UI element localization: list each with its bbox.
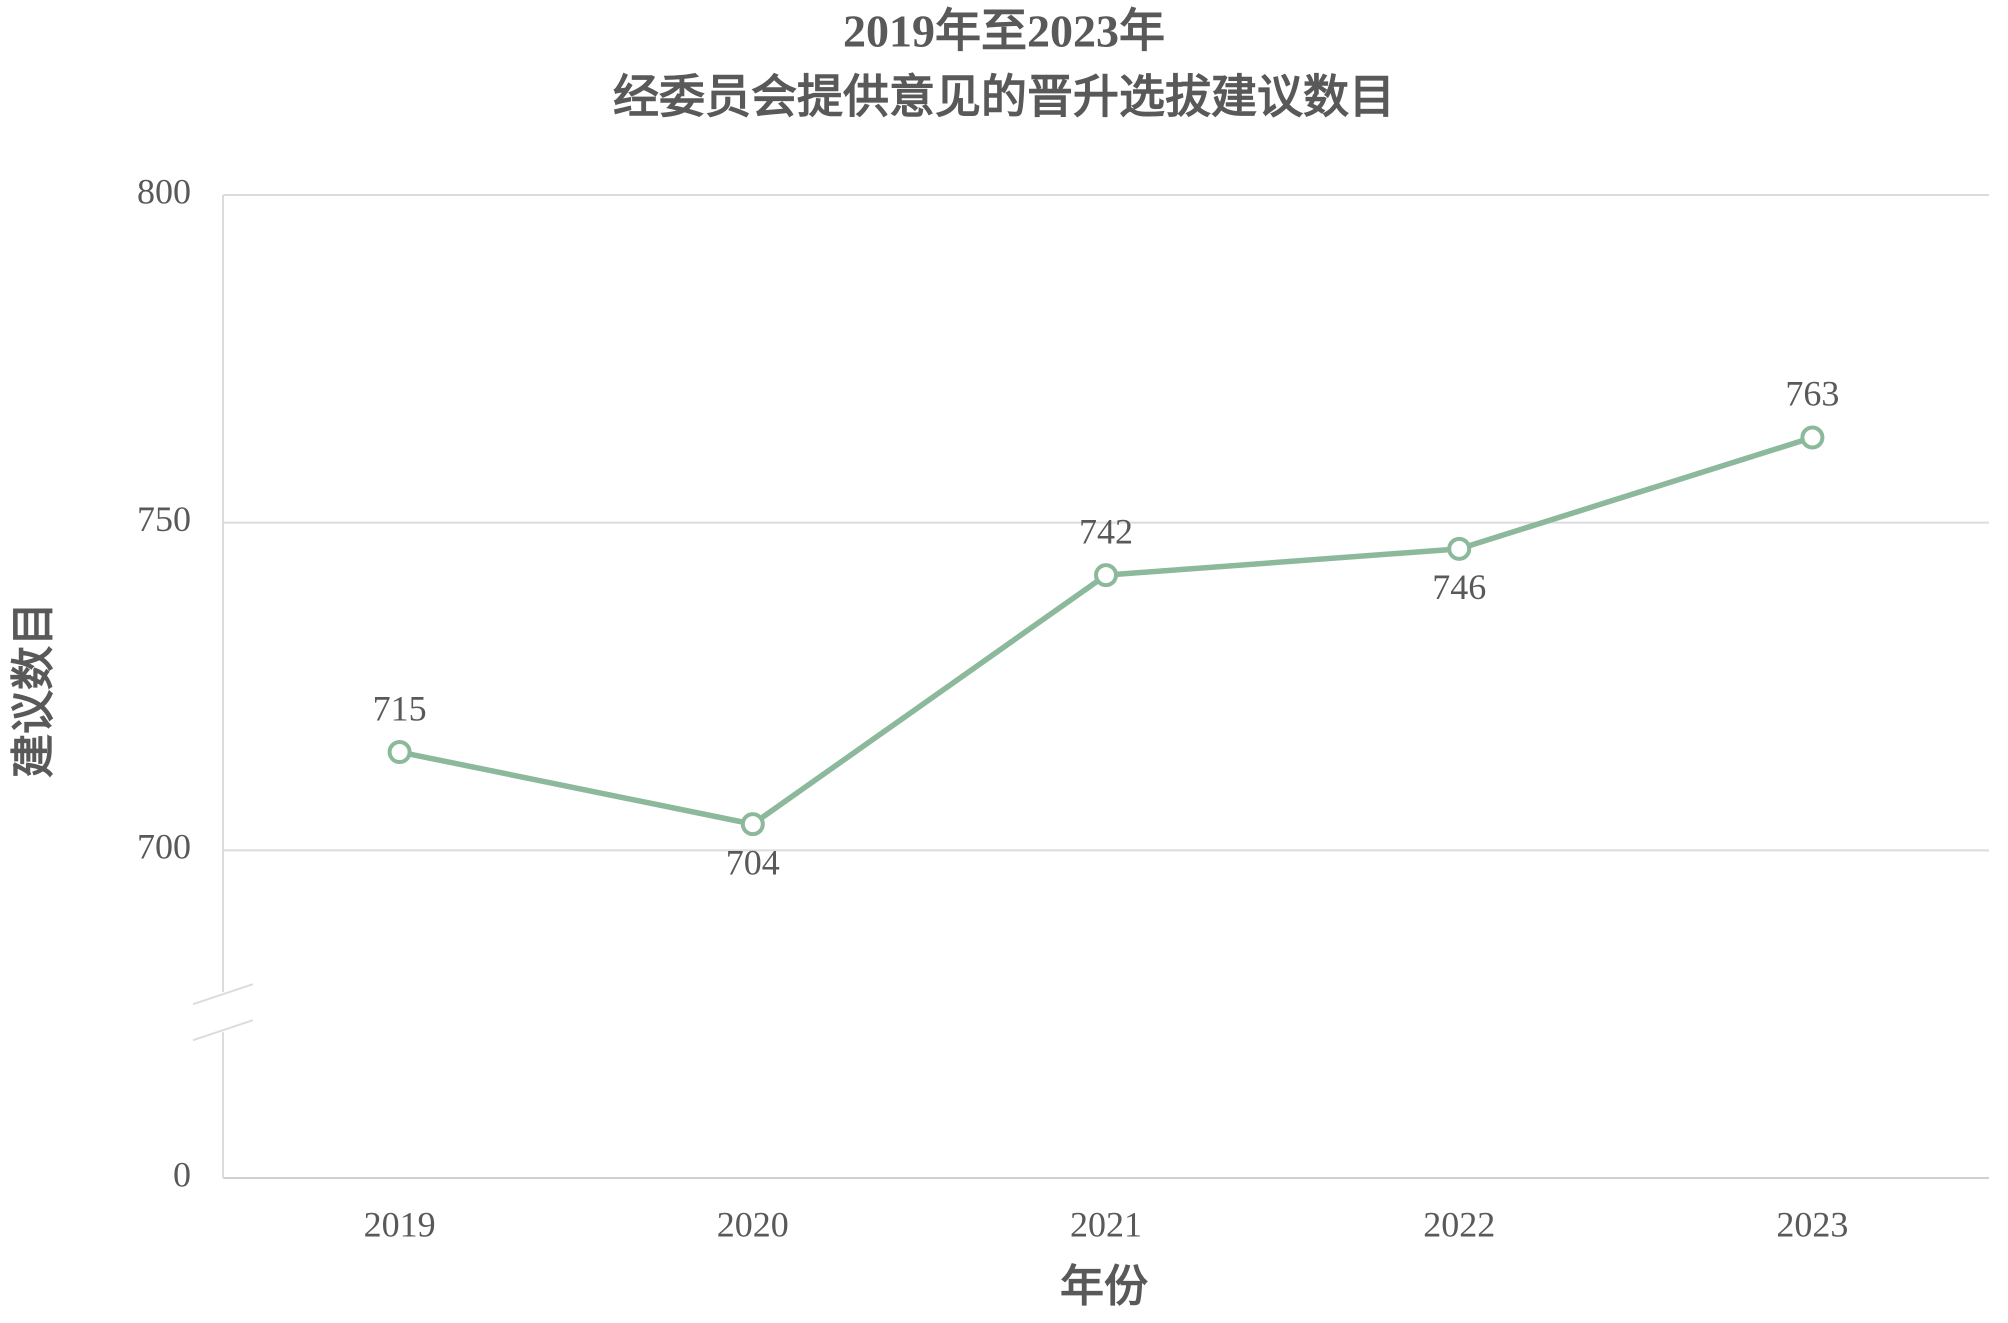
y-tick-label: 800 — [137, 171, 191, 211]
chart-title: 2019年至2023年 — [843, 6, 1165, 57]
axis-break-mark — [192, 983, 254, 1006]
marker — [1447, 536, 1472, 561]
data-label: 742 — [1079, 511, 1133, 551]
y-axis-label: 建议数目 — [9, 602, 58, 778]
axis-break-gap — [183, 992, 263, 1033]
marker — [1800, 425, 1825, 450]
y-tick-label: 0 — [173, 1154, 191, 1194]
x-tick-label: 2019 — [364, 1204, 436, 1244]
marker — [1094, 563, 1118, 588]
data-label: 704 — [726, 842, 780, 882]
line-series — [399, 434, 1814, 827]
marker — [740, 812, 765, 837]
x-tick-label: 2022 — [1423, 1204, 1495, 1244]
data-label: 763 — [1785, 374, 1839, 414]
x-tick-label: 2021 — [1070, 1204, 1142, 1244]
x-axis-label: 年份 — [1060, 1262, 1148, 1311]
marker — [387, 740, 412, 765]
data-label: 715 — [373, 688, 427, 728]
y-tick-label: 700 — [137, 827, 191, 867]
y-tick-label: 750 — [137, 499, 191, 539]
x-tick-label: 2020 — [717, 1204, 789, 1244]
x-tick-label: 2023 — [1776, 1204, 1848, 1244]
chart-title: 经委员会提供意见的晋升选拔建议数目 — [613, 72, 1395, 123]
axis-break-mark — [192, 1019, 254, 1042]
data-label: 746 — [1432, 567, 1486, 607]
